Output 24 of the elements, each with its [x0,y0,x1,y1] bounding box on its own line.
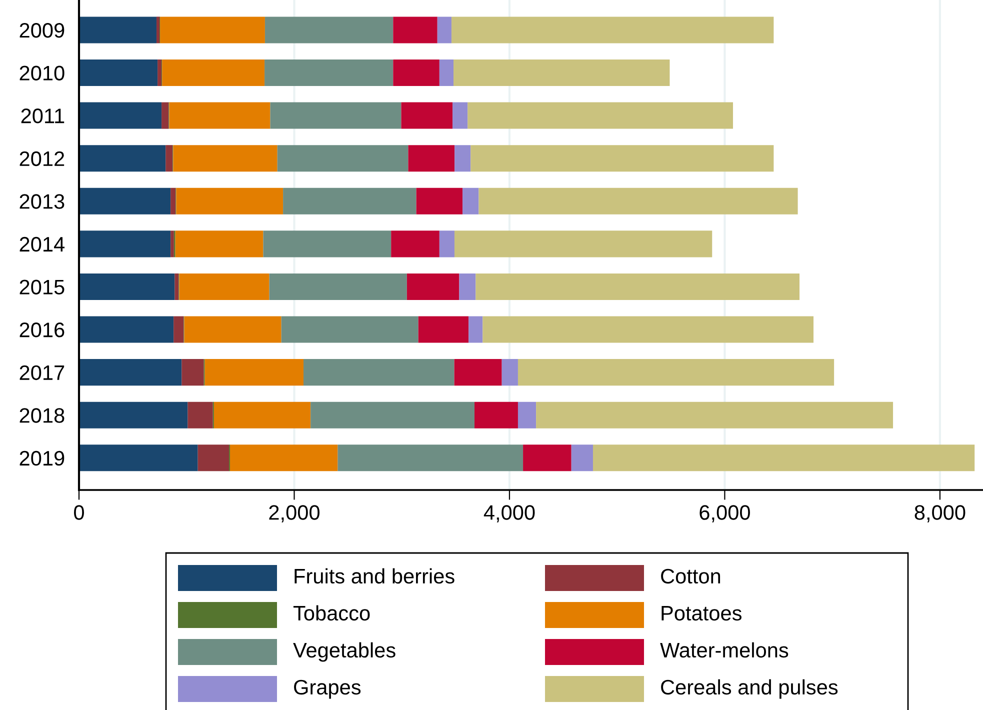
legend-label: Tobacco [293,605,370,621]
legend-label: Vegetables [293,642,396,662]
y-tick-label: 2010 [20,66,64,81]
y-tick-label: 2012 [20,151,64,166]
x-tick-label: 6,000 [700,505,750,522]
y-tick-label: 2014 [20,236,65,252]
y-tick-label: 2011 [21,108,64,124]
x-tick-label: 8,000 [914,505,966,522]
legend-label: Fruits and berries [294,568,454,584]
legend-label: Potatoes [662,606,742,621]
legend-label: Grapes [294,680,361,699]
legend-label: Water-melons [660,642,788,658]
y-tick-label: 2015 [20,280,64,294]
y-tick-label: 2009 [20,22,64,38]
y-tick-label: 2018 [20,408,64,423]
y-tick-label: 2016 [20,322,64,338]
y-tick-label: 2017 [20,365,64,380]
x-tick-label: 0 [74,505,84,520]
y-tick-label: 2013 [20,194,64,209]
y-tick-label: 2019 [20,450,64,466]
legend-label: Cereals and pulses [661,679,838,699]
x-tick-label: 2,000 [269,505,320,522]
legend-label: Cotton [661,568,720,584]
x-tick-label: 4,000 [484,505,535,522]
